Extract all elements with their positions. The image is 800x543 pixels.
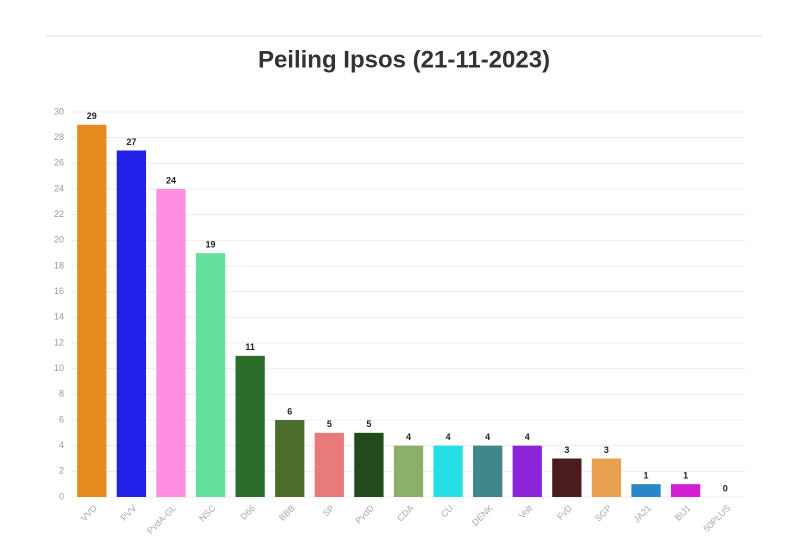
value-label: 3: [604, 445, 609, 455]
bar: [670, 484, 701, 497]
x-tick-label: D66: [238, 503, 257, 522]
x-tick-label: 50PLUS: [702, 503, 733, 534]
value-label: 6: [287, 406, 292, 416]
y-tick-label: 20: [54, 235, 64, 245]
bar: [552, 458, 582, 497]
y-tick-label: 26: [54, 158, 64, 168]
y-tick-label: 18: [54, 260, 64, 270]
value-label: 11: [245, 342, 255, 352]
x-tick-label: BBB: [277, 503, 297, 523]
x-tick-label: CU: [439, 503, 455, 519]
bar: [77, 124, 107, 497]
value-label: 5: [366, 419, 371, 429]
y-tick-label: 12: [54, 337, 64, 347]
x-tick-label: BIJ1: [673, 503, 693, 523]
value-label: 29: [87, 111, 97, 121]
bar: [314, 432, 344, 497]
y-tick-label: 22: [54, 209, 64, 219]
value-label: 4: [525, 432, 530, 442]
value-label: 19: [206, 240, 216, 250]
value-label: 4: [446, 432, 451, 442]
value-label: 4: [485, 432, 490, 442]
value-label: 0: [723, 483, 728, 493]
y-tick-label: 2: [59, 466, 64, 476]
y-tick-label: 8: [59, 389, 64, 399]
x-tick-label: SP: [321, 503, 337, 519]
bar: [275, 420, 305, 497]
bar: [433, 445, 463, 497]
value-label: 1: [644, 471, 649, 481]
bar: [235, 355, 265, 497]
x-tick-label: DENK: [470, 503, 495, 528]
y-tick-label: 28: [54, 132, 64, 142]
bar: [354, 432, 384, 497]
y-tick-label: 14: [54, 312, 64, 322]
bar: [473, 445, 503, 497]
bar: [156, 189, 186, 497]
value-label: 3: [564, 445, 569, 455]
x-tick-label: VVD: [79, 503, 100, 524]
x-tick-label: SGP: [593, 503, 614, 524]
bar: [393, 445, 424, 497]
y-tick-label: 6: [59, 414, 64, 424]
x-tick-label: Volt: [517, 503, 535, 521]
value-label: 1: [683, 471, 688, 481]
y-tick-label: 24: [54, 183, 64, 193]
y-tick-label: 16: [54, 286, 64, 296]
bar: [591, 458, 622, 497]
x-tick-label: PvdA-GL: [145, 503, 178, 536]
bar: [116, 150, 147, 497]
y-tick-label: 30: [54, 106, 64, 116]
x-tick-label: FvD: [555, 503, 574, 522]
x-tick-label: PVV: [119, 503, 139, 523]
bar: [195, 253, 226, 497]
y-tick-label: 10: [54, 363, 64, 373]
value-label: 24: [166, 175, 176, 185]
chart-title: Peiling Ipsos (21-11-2023): [258, 46, 550, 73]
bar: [631, 484, 661, 497]
x-tick-label: CDA: [395, 503, 416, 524]
bar: [512, 445, 542, 497]
value-label: 5: [327, 419, 332, 429]
x-tick-label: JA21: [632, 503, 654, 525]
y-tick-label: 0: [59, 491, 64, 501]
y-tick-label: 4: [59, 440, 64, 450]
value-label: 27: [126, 137, 136, 147]
value-label: 4: [406, 432, 411, 442]
x-tick-label: NSC: [197, 503, 218, 524]
x-tick-label: PvdD: [353, 503, 376, 526]
